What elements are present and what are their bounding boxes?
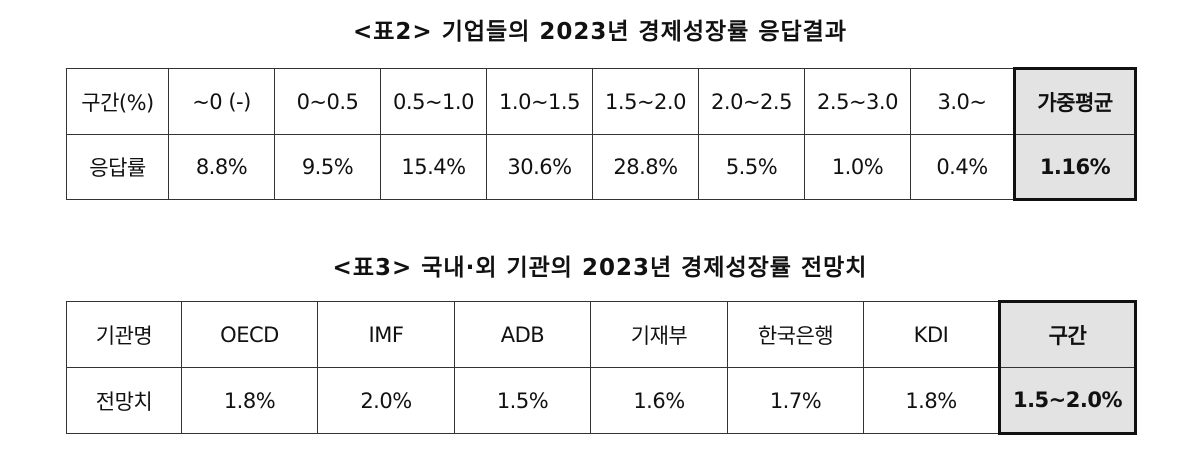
- table2-weighted-average-header: 가중평균: [1013, 67, 1137, 135]
- table2-row-label: 응답률: [66, 134, 169, 200]
- table3-header-cell: 기재부: [590, 301, 728, 368]
- table2-header-cell: ~0 (-): [168, 68, 275, 135]
- table3-range-header: 구간: [998, 300, 1137, 368]
- table3-value-cell: 2.0%: [317, 367, 455, 434]
- table2-header-cell: 2.0~2.5: [698, 68, 805, 135]
- table2-header-cell: 1.5~2.0: [592, 68, 699, 135]
- growth-response-table: 구간(%) ~0 (-) 0~0.5 0.5~1.0 1.0~1.5 1.5~2…: [66, 67, 1137, 201]
- table3-value-cell: 1.6%: [590, 367, 728, 434]
- table2-value-cell: 9.5%: [274, 134, 381, 200]
- table2-value-cell: 5.5%: [698, 134, 805, 200]
- table2-header-cell: 2.5~3.0: [804, 68, 911, 135]
- table3-header-cell: KDI: [863, 301, 1000, 368]
- table3-header-cell: 기관명: [66, 301, 182, 368]
- table3-value-cell: 1.5%: [454, 367, 591, 434]
- table2-value-cell: 1.0%: [804, 134, 911, 200]
- table3-header-cell: IMF: [317, 301, 455, 368]
- table3-value-cell: 1.7%: [727, 367, 864, 434]
- table2-value-cell: 0.4%: [910, 134, 1015, 200]
- table3-header-cell: 한국은행: [727, 301, 864, 368]
- table3-header-row: 기관명 OECD IMF ADB 기재부 한국은행 KDI 구간: [66, 300, 1137, 368]
- table2-value-row: 응답률 8.8% 9.5% 15.4% 30.6% 28.8% 5.5% 1.0…: [66, 134, 1137, 201]
- table2-header-cell: 1.0~1.5: [486, 68, 593, 135]
- table2-value-cell: 30.6%: [486, 134, 593, 200]
- table3-header-cell: OECD: [181, 301, 318, 368]
- table2-value-cell: 15.4%: [380, 134, 487, 200]
- table3-caption: <표3> 국내·외 기관의 2023년 경제성장률 전망치: [332, 255, 868, 281]
- table2-value-cell: 28.8%: [592, 134, 699, 200]
- table2-weighted-average-value: 1.16%: [1013, 134, 1137, 201]
- table2-header-cell: 3.0~: [910, 68, 1015, 135]
- table3-range-value: 1.5~2.0%: [998, 367, 1137, 435]
- table3-value-row: 전망치 1.8% 2.0% 1.5% 1.6% 1.7% 1.8% 1.5~2.…: [66, 367, 1137, 435]
- table2-header-row: 구간(%) ~0 (-) 0~0.5 0.5~1.0 1.0~1.5 1.5~2…: [66, 67, 1137, 135]
- table3-value-cell: 1.8%: [181, 367, 318, 434]
- table3-row-label: 전망치: [66, 367, 182, 434]
- table2-header-cell: 0~0.5: [274, 68, 381, 135]
- table3-value-cell: 1.8%: [863, 367, 1000, 434]
- table2-header-cell: 0.5~1.0: [380, 68, 487, 135]
- table2-value-cell: 8.8%: [168, 134, 275, 200]
- table2-caption: <표2> 기업들의 2023년 경제성장률 응답결과: [353, 19, 847, 45]
- institution-forecast-table: 기관명 OECD IMF ADB 기재부 한국은행 KDI 구간 전망치 1.8…: [66, 300, 1137, 435]
- table2-header-cell: 구간(%): [66, 68, 169, 135]
- table3-header-cell: ADB: [454, 301, 591, 368]
